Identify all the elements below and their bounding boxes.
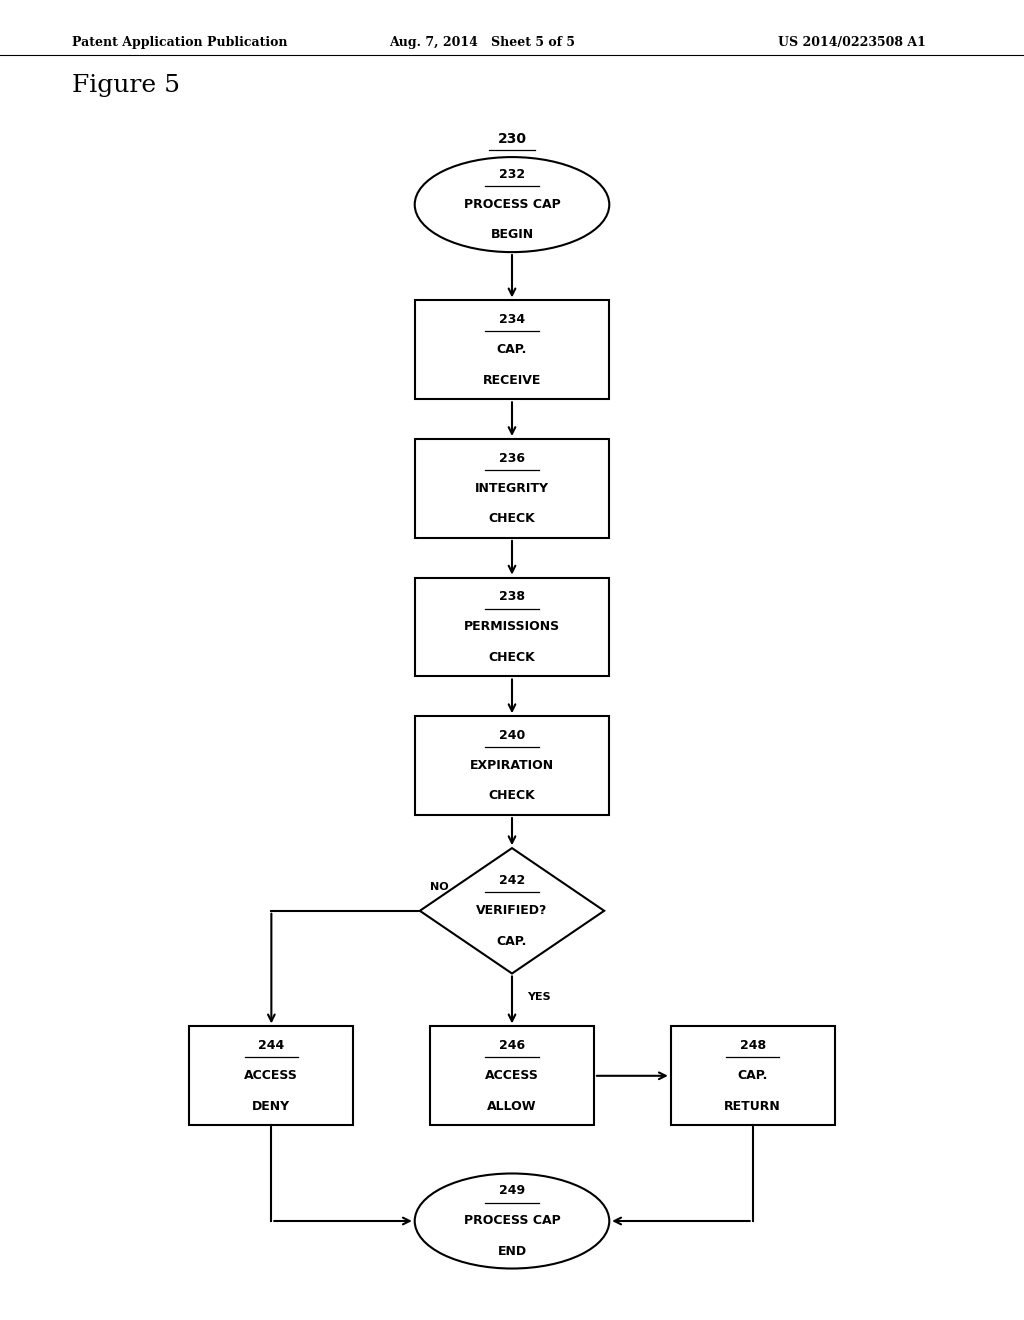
Text: 248: 248 xyxy=(739,1039,766,1052)
Text: BEGIN: BEGIN xyxy=(490,228,534,242)
Text: 230: 230 xyxy=(498,132,526,145)
Text: Patent Application Publication: Patent Application Publication xyxy=(72,36,287,49)
Text: CHECK: CHECK xyxy=(488,651,536,664)
Text: 244: 244 xyxy=(258,1039,285,1052)
Bar xyxy=(671,1027,835,1125)
Text: 249: 249 xyxy=(499,1184,525,1197)
Text: CHECK: CHECK xyxy=(488,789,536,803)
Bar xyxy=(189,1027,353,1125)
Text: 232: 232 xyxy=(499,168,525,181)
Text: DENY: DENY xyxy=(252,1100,291,1113)
Bar xyxy=(415,300,609,399)
Text: Aug. 7, 2014   Sheet 5 of 5: Aug. 7, 2014 Sheet 5 of 5 xyxy=(389,36,575,49)
Text: VERIFIED?: VERIFIED? xyxy=(476,904,548,917)
Text: CAP.: CAP. xyxy=(737,1069,768,1082)
Text: PROCESS CAP: PROCESS CAP xyxy=(464,198,560,211)
Text: 242: 242 xyxy=(499,874,525,887)
Text: ACCESS: ACCESS xyxy=(245,1069,298,1082)
Text: RETURN: RETURN xyxy=(724,1100,781,1113)
Text: RECEIVE: RECEIVE xyxy=(482,374,542,387)
Bar xyxy=(415,578,609,676)
Text: NO: NO xyxy=(430,882,449,892)
Text: US 2014/0223508 A1: US 2014/0223508 A1 xyxy=(778,36,926,49)
Text: CAP.: CAP. xyxy=(497,343,527,356)
Text: YES: YES xyxy=(527,993,551,1002)
Bar xyxy=(415,715,609,814)
Text: CAP.: CAP. xyxy=(497,935,527,948)
Text: 234: 234 xyxy=(499,313,525,326)
Text: CHECK: CHECK xyxy=(488,512,536,525)
Text: END: END xyxy=(498,1245,526,1258)
Bar xyxy=(430,1027,594,1125)
Text: ALLOW: ALLOW xyxy=(487,1100,537,1113)
Text: 238: 238 xyxy=(499,590,525,603)
Text: PROCESS CAP: PROCESS CAP xyxy=(464,1214,560,1228)
Text: EXPIRATION: EXPIRATION xyxy=(470,759,554,772)
Text: PERMISSIONS: PERMISSIONS xyxy=(464,620,560,634)
Bar xyxy=(415,438,609,539)
Text: ACCESS: ACCESS xyxy=(485,1069,539,1082)
Text: 240: 240 xyxy=(499,729,525,742)
Text: Figure 5: Figure 5 xyxy=(72,74,179,98)
Text: 236: 236 xyxy=(499,451,525,465)
Text: 246: 246 xyxy=(499,1039,525,1052)
Text: INTEGRITY: INTEGRITY xyxy=(475,482,549,495)
